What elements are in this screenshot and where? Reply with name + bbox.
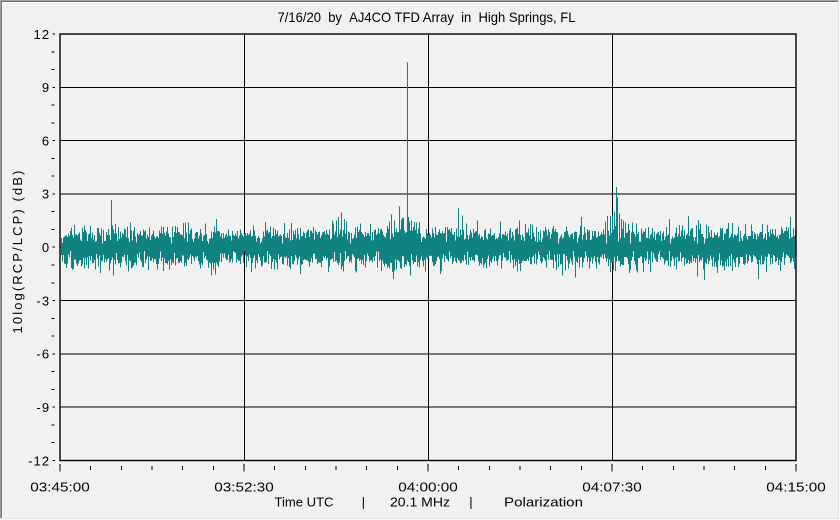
svg-text:Time UTC: Time UTC	[275, 495, 334, 510]
svg-text:10log(RCP/LCP) (dB): 10log(RCP/LCP) (dB)	[10, 169, 25, 334]
svg-text:03:45:00: 03:45:00	[30, 479, 90, 494]
svg-text:-3: -3	[36, 293, 50, 308]
svg-text:-9: -9	[36, 400, 50, 415]
svg-text:20.1 MHz: 20.1 MHz	[390, 495, 450, 510]
svg-text:12: 12	[34, 27, 51, 42]
svg-text:|: |	[362, 495, 365, 510]
svg-text:7/16/20 by AJ4CO TFD Array: 7/16/20 by AJ4CO TFD Array in High Sprin…	[278, 9, 576, 25]
svg-text:0: 0	[42, 240, 50, 255]
svg-text:6: 6	[42, 133, 50, 148]
svg-text:Polarization: Polarization	[504, 495, 583, 510]
svg-text:03:52:30: 03:52:30	[214, 479, 274, 494]
svg-text:3: 3	[42, 187, 50, 202]
svg-text:-6: -6	[36, 347, 50, 362]
svg-text:|: |	[469, 495, 472, 510]
svg-text:04:15:00: 04:15:00	[766, 479, 826, 494]
svg-text:-12: -12	[28, 453, 50, 468]
svg-text:04:00:00: 04:00:00	[398, 479, 458, 494]
svg-text:9: 9	[42, 80, 50, 95]
svg-text:04:07:30: 04:07:30	[582, 479, 642, 494]
